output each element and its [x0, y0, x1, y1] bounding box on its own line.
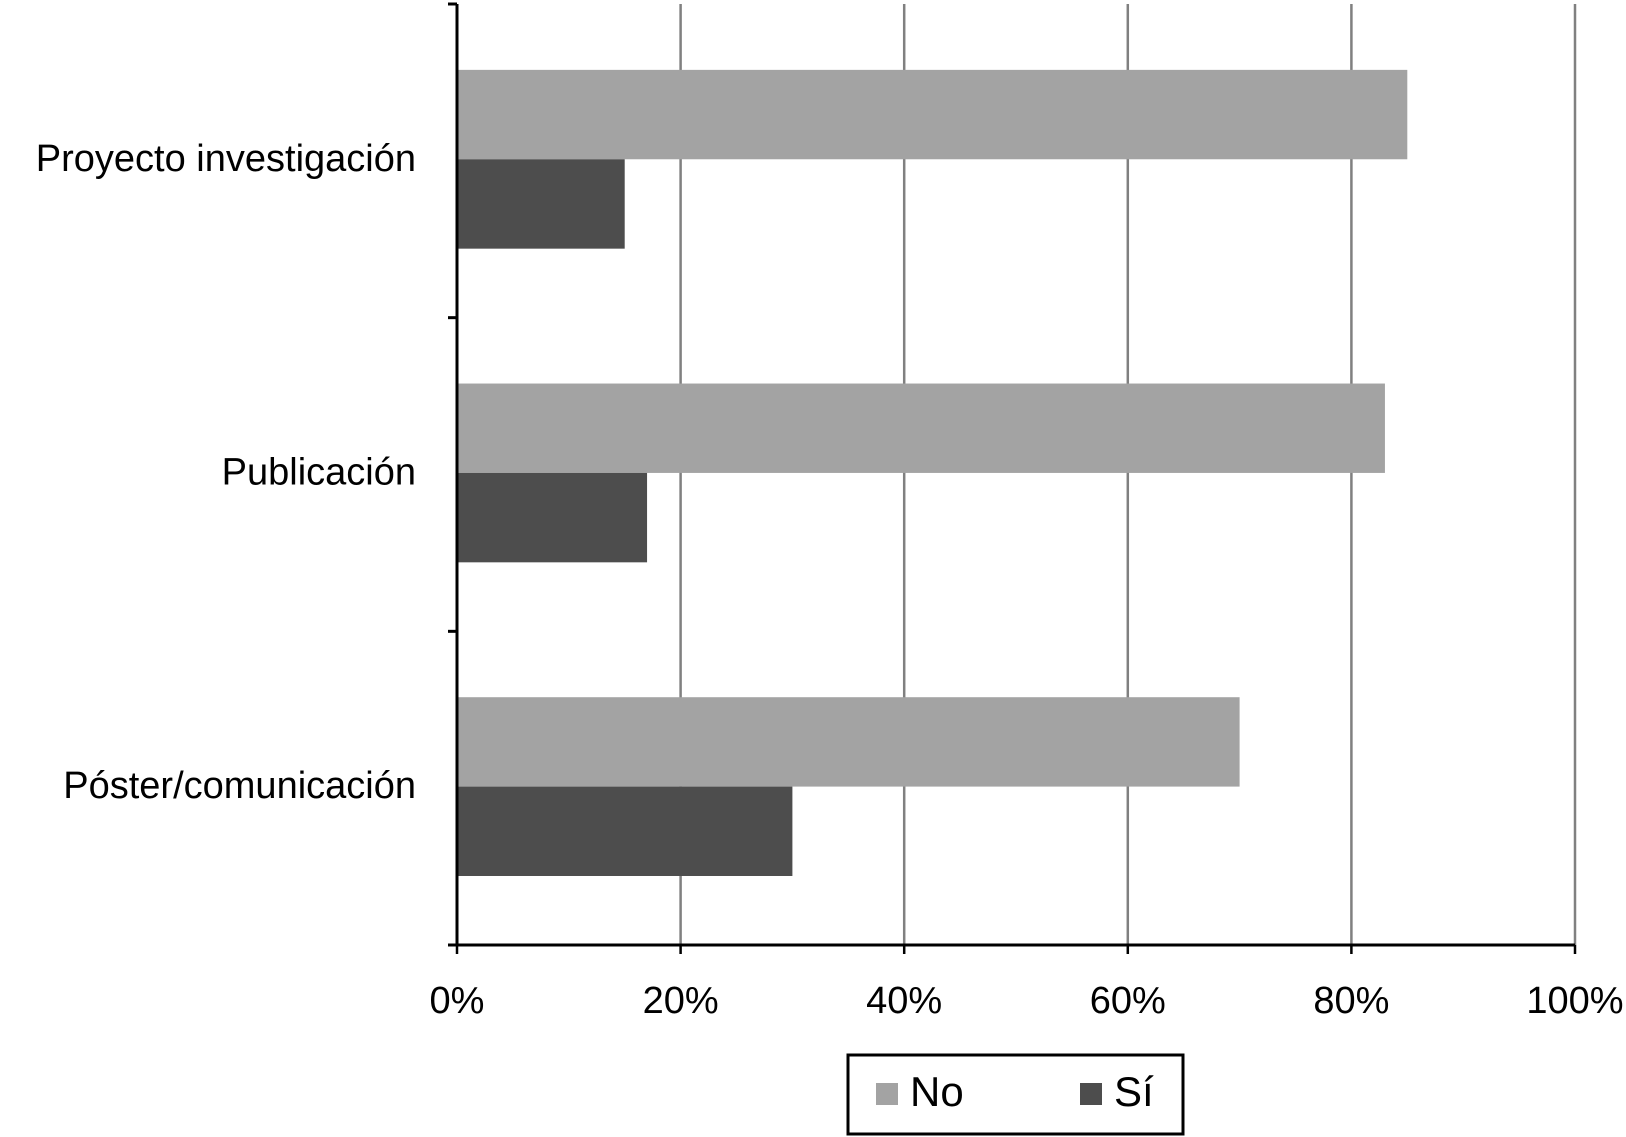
bar — [457, 472, 648, 563]
legend-swatch — [876, 1083, 898, 1105]
legend-label: Sí — [1114, 1068, 1154, 1115]
x-tick-label: 0% — [430, 980, 485, 1022]
bar — [457, 786, 793, 876]
bar — [457, 69, 1408, 160]
x-tick-label: 60% — [1090, 980, 1166, 1022]
x-tick-label: 100% — [1526, 980, 1623, 1022]
y-tick-label: Póster/comunicación — [63, 765, 416, 807]
x-tick-label: 20% — [643, 980, 719, 1022]
legend-box — [846, 1053, 1185, 1136]
x-tick-label: 80% — [1313, 980, 1389, 1022]
y-tick-label: Publicación — [222, 452, 416, 494]
bar — [457, 383, 1385, 473]
legend-label: No — [910, 1068, 964, 1115]
y-tick-label: Proyecto investigación — [36, 138, 416, 180]
x-tick-label: 40% — [866, 980, 942, 1022]
bar — [457, 697, 1240, 787]
legend-swatch — [1080, 1083, 1102, 1105]
bar — [457, 159, 625, 249]
